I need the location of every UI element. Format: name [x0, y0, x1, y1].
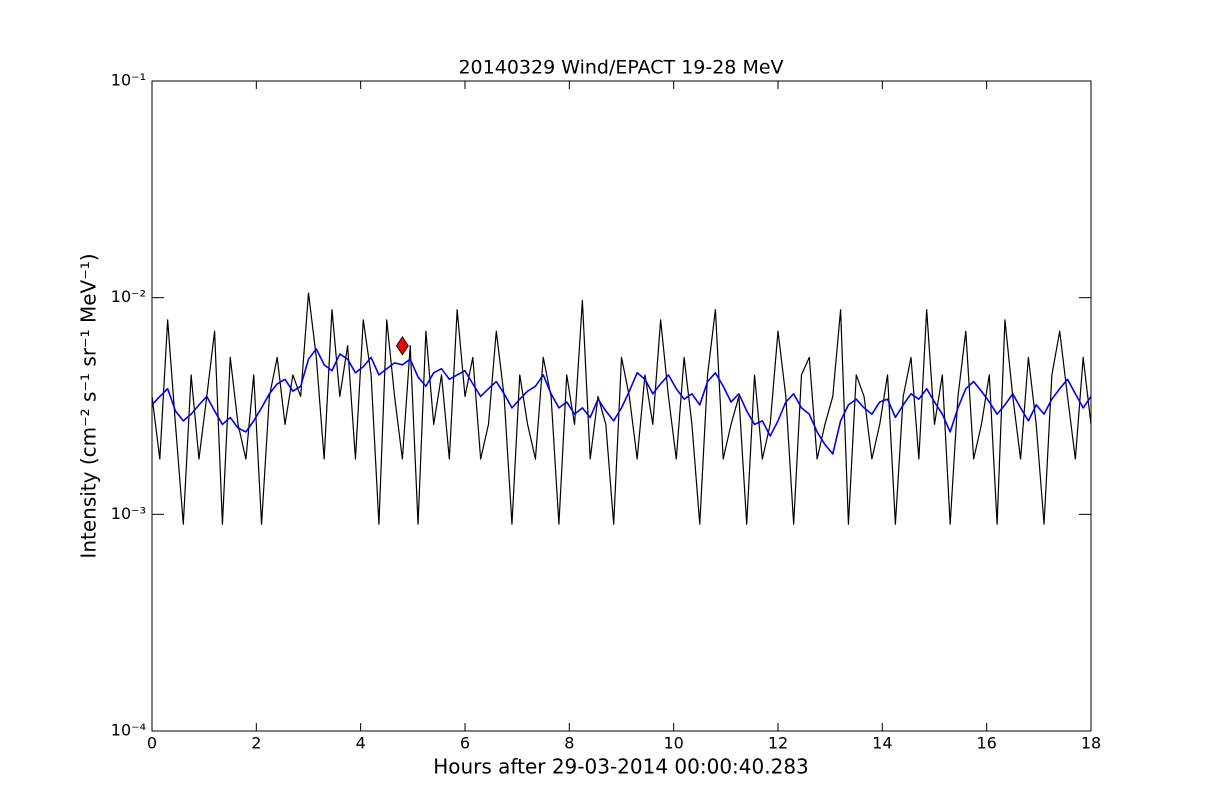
x-tick-label: 18 — [1081, 734, 1101, 753]
x-tick-label: 4 — [356, 734, 366, 753]
plot-frame — [151, 80, 1092, 732]
y-tick-label: 10⁻² — [111, 287, 146, 306]
y-tick-label: 10⁻⁴ — [111, 721, 146, 740]
data-line — [151, 348, 1092, 455]
x-axis-label: Hours after 29-03-2014 00:00:40.283 — [433, 755, 809, 779]
x-tick-label: 16 — [976, 734, 996, 753]
x-tick-label: 6 — [460, 734, 470, 753]
x-tick-label: 12 — [768, 734, 788, 753]
marker-point — [395, 336, 409, 356]
x-tick-label: 0 — [147, 734, 157, 753]
y-axis-label: Intensity (cm⁻² s⁻¹ sr⁻¹ MeV⁻¹) — [77, 253, 101, 558]
y-tick-label: 10⁻¹ — [111, 71, 146, 90]
x-tick-label: 2 — [251, 734, 261, 753]
y-tick-label: 10⁻³ — [111, 504, 146, 523]
x-tick-label: 14 — [872, 734, 892, 753]
data-line — [151, 292, 1092, 525]
x-tick-label: 8 — [564, 734, 574, 753]
chart-title: 20140329 Wind/EPACT 19-28 MeV — [458, 57, 783, 79]
x-tick-label: 10 — [663, 734, 683, 753]
